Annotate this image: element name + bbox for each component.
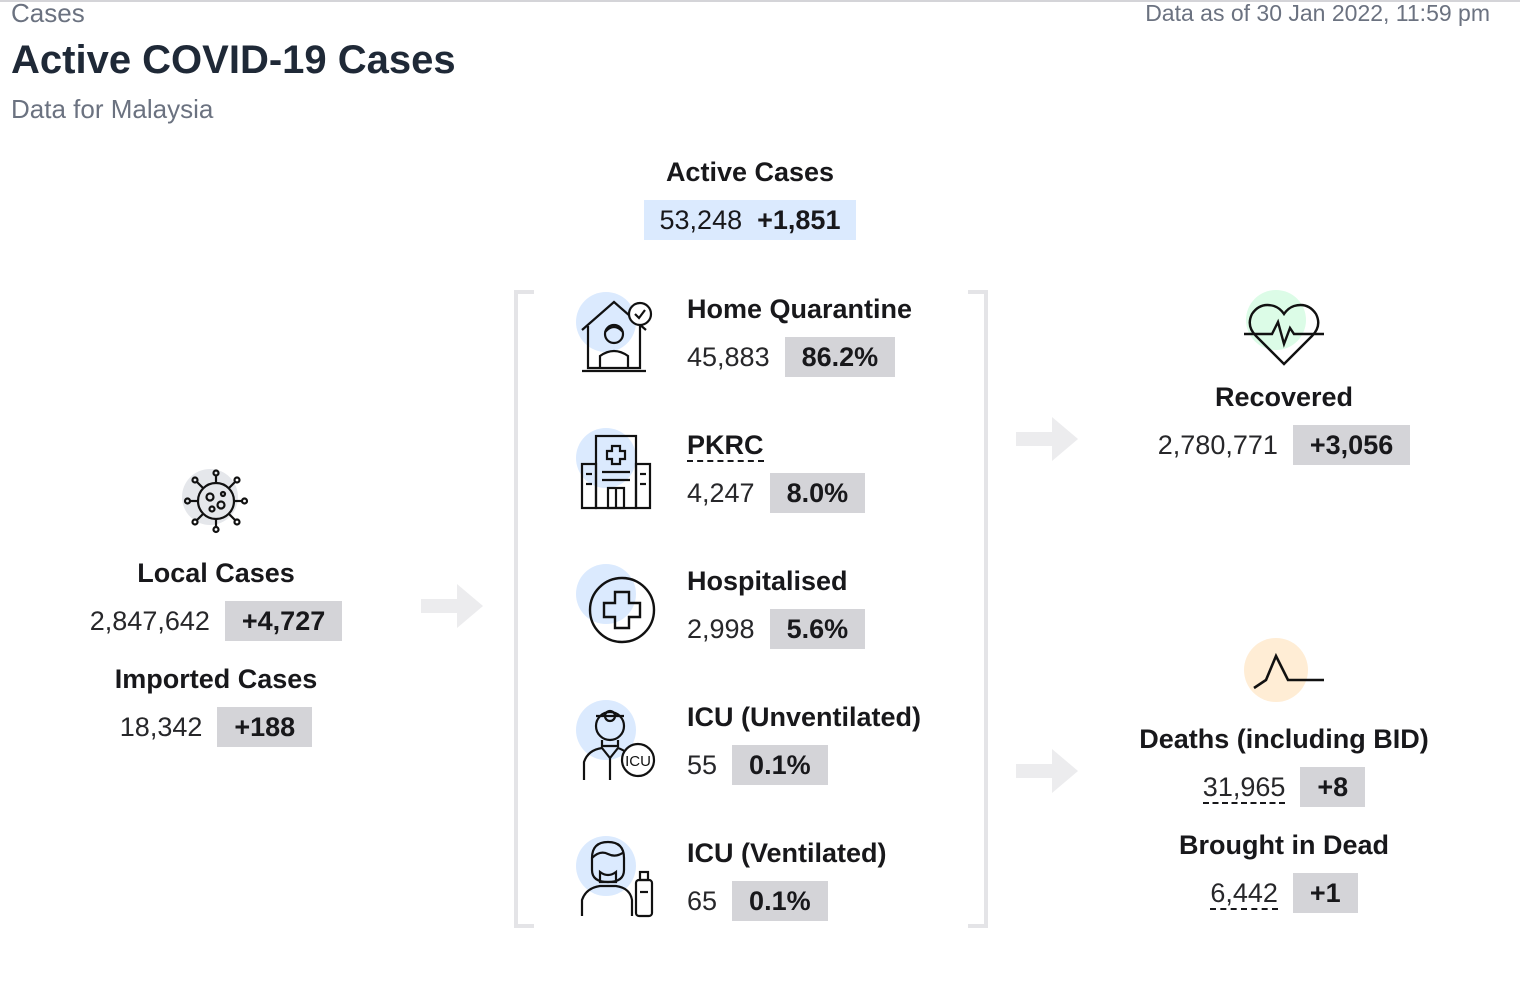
active-cases-card: Active Cases 53,248 +1,851 <box>600 156 900 240</box>
arrow-right-icon <box>1016 747 1078 795</box>
home-quarantine-card: Home Quarantine 45,883 86.2% <box>687 293 912 377</box>
local-cases-label: Local Cases <box>137 558 295 588</box>
pkrc-value: 4,247 <box>687 478 755 508</box>
active-cases-label: Active Cases <box>665 157 835 187</box>
local-cases-card: Local Cases 2,847,642 +4,727 Imported Ca… <box>46 557 386 747</box>
imported-cases-label: Imported Cases <box>114 664 318 694</box>
icu-unventilated-card: ICU (Unventilated) 55 0.1% <box>687 701 921 785</box>
icu-ventilated-pct: 0.1% <box>732 881 828 921</box>
page-title: Active COVID-19 Cases <box>11 38 456 82</box>
pkrc-card: PKRC 4,247 8.0% <box>687 429 866 513</box>
recovered-value: 2,780,771 <box>1157 430 1278 460</box>
pulse-line-icon <box>1242 636 1326 720</box>
pkrc-pct: 8.0% <box>769 473 866 513</box>
breadcrumb[interactable]: Cases <box>11 0 85 28</box>
recovered-change: +3,056 <box>1292 425 1411 465</box>
home-quarantine-label: Home Quarantine <box>687 294 913 324</box>
icu-ventilated-card: ICU (Ventilated) 65 0.1% <box>687 837 887 921</box>
ventilator-icon <box>574 836 658 920</box>
icu-unventilated-label: ICU (Unventilated) <box>687 702 922 732</box>
active-cases-change: +1,851 <box>757 205 841 235</box>
medical-cross-icon <box>574 564 658 648</box>
recovered-label: Recovered <box>1214 382 1354 412</box>
hospitalised-card: Hospitalised 2,998 5.6% <box>687 565 866 649</box>
imported-cases-value: 18,342 <box>119 712 203 742</box>
pkrc-label[interactable]: PKRC <box>687 430 764 462</box>
hospitalised-pct: 5.6% <box>769 609 866 649</box>
local-cases-change: +4,727 <box>224 601 343 641</box>
bracket-right <box>968 290 988 928</box>
bid-change: +1 <box>1292 873 1358 913</box>
active-cases-value: 53,248 <box>659 205 743 235</box>
page-subtitle: Data for Malaysia <box>11 94 214 124</box>
icu-ventilated-value: 65 <box>687 886 718 916</box>
hospitalised-label: Hospitalised <box>687 566 848 596</box>
deaths-value[interactable]: 31,965 <box>1202 772 1286 804</box>
home-quarantine-icon <box>574 292 658 376</box>
building-icon <box>574 428 658 512</box>
icu-ventilated-label: ICU (Ventilated) <box>687 838 887 868</box>
deaths-card: Deaths (including BID) 31,965 +8 Brought… <box>1104 723 1464 913</box>
heartbeat-icon <box>1242 288 1326 372</box>
icu-unventilated-pct: 0.1% <box>732 745 828 785</box>
home-quarantine-value: 45,883 <box>687 342 770 372</box>
recovered-card: Recovered 2,780,771 +3,056 <box>1134 381 1434 465</box>
active-cases-chip: 53,248 +1,851 <box>643 200 857 240</box>
deaths-label: Deaths (including BID) <box>1139 724 1429 754</box>
data-timestamp: Data as of 30 Jan 2022, 11:59 pm <box>1145 0 1490 26</box>
arrow-right-icon <box>421 582 483 630</box>
virus-icon <box>174 467 258 551</box>
imported-cases-change: +188 <box>217 707 313 747</box>
svg-text:ICU: ICU <box>625 753 651 770</box>
arrow-right-icon <box>1016 415 1078 463</box>
icu-doctor-icon: ICU <box>574 700 658 784</box>
deaths-change: +8 <box>1300 767 1366 807</box>
home-quarantine-pct: 86.2% <box>784 337 896 377</box>
hospitalised-value: 2,998 <box>687 614 755 644</box>
bid-value[interactable]: 6,442 <box>1210 878 1278 910</box>
bracket-left <box>514 290 534 928</box>
icu-unventilated-value: 55 <box>687 750 718 780</box>
top-divider <box>0 0 1520 2</box>
local-cases-value: 2,847,642 <box>89 606 210 636</box>
bid-label: Brought in Dead <box>1179 830 1389 860</box>
